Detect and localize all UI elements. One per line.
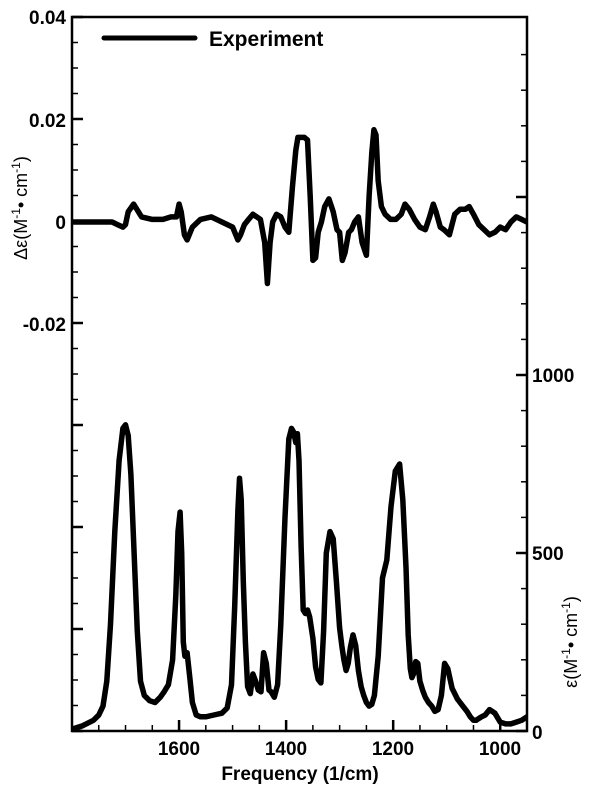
right-tick-label: 0 <box>532 723 543 744</box>
right-axis-title: ε(M-1• cm-1) <box>559 596 581 688</box>
left-axis-title: Δε(M-1• cm-1) <box>9 156 31 260</box>
legend: Experiment <box>101 28 323 51</box>
plot-frame <box>70 15 529 733</box>
vcd-experiment-line <box>72 127 527 287</box>
left-tick-label: 0.04 <box>29 8 66 29</box>
left-tick-label: 0.02 <box>29 111 66 132</box>
x-tick-label: 1400 <box>265 739 307 760</box>
left-tick-label: 0 <box>55 213 66 234</box>
left-tick-label: -0.02 <box>23 315 66 336</box>
ir-experiment-line <box>72 422 527 731</box>
x-axis-title: Frequency (1/cm) <box>221 764 378 785</box>
legend-label: Experiment <box>209 28 323 51</box>
right-tick-label: 500 <box>532 544 564 565</box>
right-tick-label: 1000 <box>532 366 574 387</box>
x-tick-label: 1600 <box>158 739 200 760</box>
x-tick-label: 1200 <box>372 739 414 760</box>
axis-ticks <box>72 15 528 733</box>
x-tick-label: 1000 <box>479 739 521 760</box>
